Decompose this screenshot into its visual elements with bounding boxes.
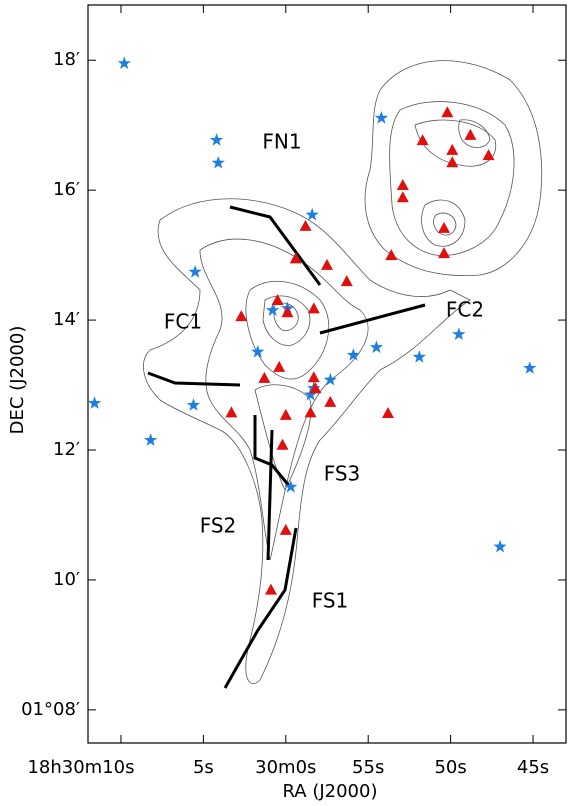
x-tick-label: 5s [193,757,214,778]
star-marker [523,361,537,374]
star-marker [305,207,319,221]
contours [143,60,543,684]
triangle-marker [482,149,495,161]
y-tick-label: 12′ [53,439,80,460]
triangle-marker [276,438,289,450]
annotation: FC1 [164,310,202,334]
triangle-marker [446,143,459,155]
annotation: FS1 [312,589,349,613]
annotation: FS3 [324,462,361,486]
triangle-marker [416,134,429,146]
x-tick-label: 55s [352,757,384,778]
star-marker [303,387,318,401]
triangle-marker [324,395,337,407]
star-marker [117,56,131,70]
star-marker [369,340,384,353]
triangle-marker [438,221,451,233]
x-tick-label: 50s [434,757,466,778]
x-tick-label: 45s [517,757,549,778]
star-marker [346,348,360,361]
star-marker [188,265,202,278]
triangle-marker [299,219,312,231]
annotation: FS2 [200,514,237,538]
star-marker [251,344,265,358]
triangle-marker [381,406,394,418]
filaments [147,205,426,689]
triangle-marker [321,258,333,270]
triangle-marker [279,408,292,420]
annotation: FN1 [262,130,301,154]
triangle-marker [307,371,320,383]
star-marker [87,396,102,409]
y-tick-label: 18′ [53,49,80,70]
x-axis-label: RA (J2000) [283,781,378,802]
triangle-marker [438,247,451,259]
star-marker [374,111,389,124]
star-marker [452,327,466,340]
y-axis-label: DEC (J2000) [7,326,28,435]
triangle-marker [235,310,248,322]
triangle-marker [258,371,271,383]
triangle-marker [464,128,477,140]
x-tick-label: 18h30m10s [27,757,134,778]
x-tick-label: 30m0s [255,757,316,778]
star-marker [265,303,280,316]
triangle-marker [396,191,409,203]
y-tick-label: 16′ [53,179,80,200]
triangle-marker [273,360,286,372]
y-tick-label: 14′ [53,309,80,330]
star-marker [284,480,298,493]
star-marker [493,539,507,553]
star-marker [144,433,158,446]
triangle-marker [441,106,454,118]
star-marker [323,372,337,386]
annotation: FC2 [446,298,484,322]
star-marker [211,155,225,169]
triangle-marker [289,252,302,264]
triangle-marker [396,178,409,190]
triangle-marker [385,249,398,261]
star-marker [209,133,224,146]
triangle-marker [279,523,292,535]
triangle-marker [446,156,459,168]
triangle-marker [307,302,320,314]
y-tick-label: 01°08′ [21,699,80,720]
triangle-marker [340,275,353,287]
triangle-marker [225,406,238,418]
star-marker [412,350,426,363]
triangle-marker [264,583,277,595]
triangle-marker [309,382,322,394]
triangle-marker [271,293,284,305]
triangle-marker [281,306,294,318]
y-tick-label: 10′ [53,569,80,590]
star-marker [186,398,201,411]
plot-frame [87,4,567,744]
triangle-marker [304,406,317,418]
